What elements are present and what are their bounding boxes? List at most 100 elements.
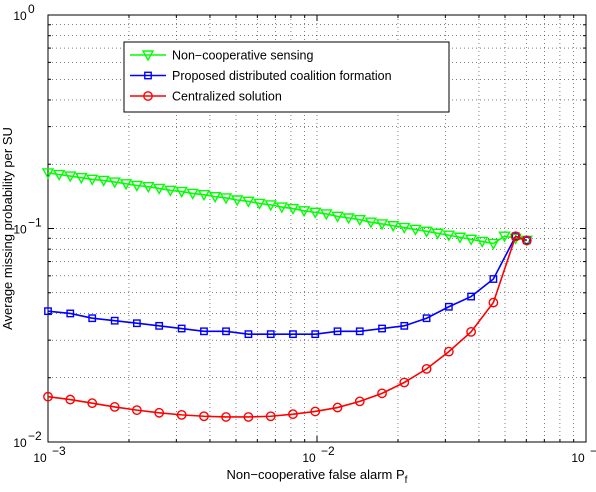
y-axis-label: Average missing probability per SU — [0, 127, 15, 330]
data-point-triangle — [420, 226, 433, 238]
legend-item: Proposed distributed coalition formation — [130, 69, 392, 83]
data-point-triangle — [41, 168, 55, 180]
data-point-triangle — [141, 50, 155, 62]
data-point-circle — [332, 402, 343, 413]
data-point-triangle — [398, 222, 411, 235]
x-tick-label-exponent: −2 — [321, 444, 335, 458]
data-point-square — [444, 302, 453, 311]
data-point-triangle — [286, 203, 300, 215]
legend-label: Proposed distributed coalition formation — [172, 69, 392, 83]
data-point-square — [422, 314, 431, 323]
x-axis-label-subscript: f — [405, 475, 408, 486]
data-point-square — [467, 292, 476, 301]
data-point-square — [44, 307, 52, 316]
x-axis-label: Non−cooperative false alarm Pf — [227, 467, 408, 486]
data-point-triangle — [297, 206, 311, 218]
data-point-triangle — [130, 180, 144, 192]
data-point-circle — [221, 412, 231, 422]
data-point-circle — [109, 402, 120, 412]
data-point-circle — [65, 394, 76, 405]
data-point-circle — [199, 411, 209, 422]
data-point-triangle — [409, 224, 422, 236]
data-point-triangle — [464, 234, 478, 246]
data-point-triangle — [264, 200, 277, 212]
data-point-circle — [354, 396, 365, 407]
tick-marks — [47, 14, 587, 443]
data-point-square — [266, 330, 275, 339]
legend-item: Centralized solution — [130, 90, 282, 104]
data-point-circle — [377, 388, 387, 399]
data-point-square — [155, 321, 164, 330]
data-point-square — [333, 327, 342, 336]
data-point-circle — [521, 235, 532, 246]
y-tick-label-exponent: 0 — [28, 2, 35, 16]
data-point-square — [222, 327, 230, 336]
data-point-circle — [310, 406, 321, 417]
data-point-circle — [176, 409, 187, 420]
data-point-circle — [466, 326, 477, 337]
y-tick-label-exponent: −2 — [28, 429, 42, 443]
data-point-triangle — [197, 189, 211, 202]
data-point-triangle — [275, 202, 289, 214]
series-1 — [41, 168, 533, 251]
data-point-square — [110, 316, 119, 325]
legend-item: Non−cooperative sensing — [130, 49, 313, 63]
data-point-square — [489, 275, 498, 283]
x-tick-label-exponent: −3 — [52, 444, 66, 458]
data-point-square — [378, 324, 386, 333]
data-point-circle — [43, 391, 53, 402]
data-point-triangle — [431, 228, 444, 240]
data-point-triangle — [119, 179, 133, 191]
y-tick-label: 10 — [13, 223, 27, 237]
data-point-circle — [243, 412, 254, 422]
data-point-triangle — [375, 219, 389, 231]
legend: Non−cooperative sensing Proposed distribu… — [123, 41, 450, 113]
data-point-circle — [87, 398, 98, 409]
data-point-square — [289, 330, 297, 339]
x-tick-label: 10 — [571, 451, 585, 465]
x-tick-label: 10 — [33, 451, 47, 465]
data-point-triangle — [52, 169, 66, 181]
x-tick-label: 10 — [302, 451, 316, 465]
data-point-triangle — [108, 177, 121, 189]
data-point-square — [522, 236, 531, 245]
data-point-triangle — [487, 238, 500, 251]
data-point-triangle — [320, 209, 333, 221]
legend-box — [123, 41, 450, 113]
data-point-square — [400, 321, 409, 330]
y-tick-label: 10 — [13, 436, 27, 450]
series-line — [47, 235, 528, 418]
data-point-triangle — [75, 172, 88, 185]
data-point-triangle — [253, 198, 266, 210]
data-point-triangle — [309, 207, 322, 219]
data-point-triangle — [442, 230, 456, 242]
data-point-triangle — [242, 196, 255, 208]
data-point-circle — [265, 411, 276, 422]
data-point-circle — [288, 409, 298, 420]
legend-label: Non−cooperative sensing — [172, 49, 313, 63]
data-point-triangle — [476, 236, 489, 248]
series-3 — [43, 231, 532, 422]
data-point-triangle — [142, 181, 155, 194]
data-point-circle — [143, 91, 153, 101]
data-point-triangle — [331, 211, 344, 223]
data-point-circle — [399, 377, 410, 388]
data-point-triangle — [498, 231, 511, 243]
y-tick-label: 10 — [13, 9, 27, 23]
data-point-triangle — [164, 185, 177, 197]
data-point-triangle — [64, 171, 77, 183]
series-line — [47, 235, 528, 335]
x-tick-label-exponent: −1 — [590, 444, 596, 458]
data-point-square — [200, 327, 208, 336]
data-point-triangle — [387, 221, 400, 233]
data-point-triangle — [219, 193, 233, 205]
data-point-triangle — [152, 183, 166, 195]
data-point-circle — [154, 407, 165, 418]
data-point-square — [355, 327, 364, 336]
data-point-square — [144, 71, 152, 80]
series-2 — [44, 232, 531, 339]
data-point-triangle — [208, 191, 222, 204]
data-point-triangle — [97, 175, 110, 187]
data-point-triangle — [175, 186, 188, 198]
